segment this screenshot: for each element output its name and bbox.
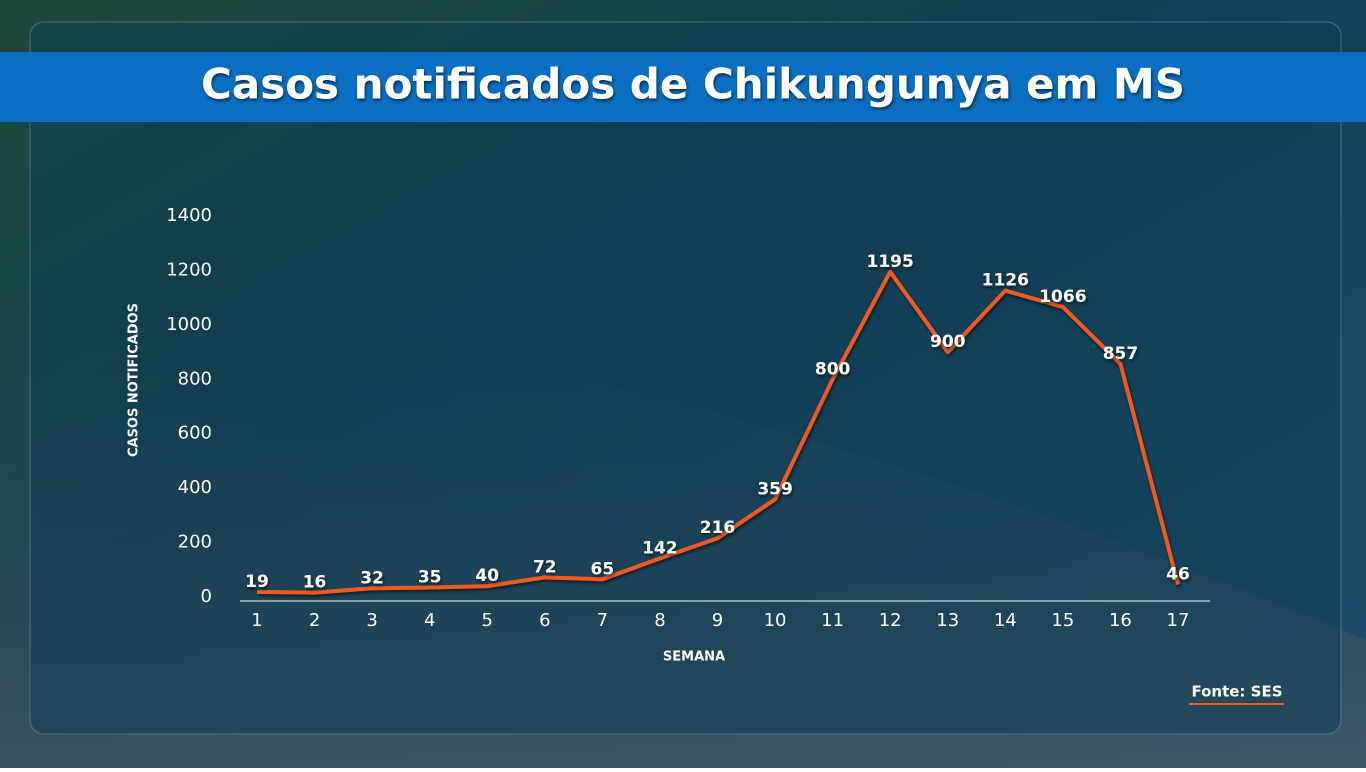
y-axis-label: CASOS NOTIFICADOS — [127, 303, 142, 457]
x-tick-label: 6 — [539, 610, 550, 631]
data-label: 1126 — [982, 271, 1029, 291]
data-label: 900 — [930, 332, 966, 352]
y-tick-label: 200 — [178, 532, 212, 553]
y-tick-label: 0 — [201, 586, 212, 607]
x-tick-label: 13 — [936, 610, 959, 631]
data-label: 359 — [757, 479, 793, 499]
y-tick-label: 600 — [178, 423, 212, 444]
data-label: 32 — [360, 568, 384, 588]
data-label: 40 — [475, 566, 499, 586]
data-line — [256, 269, 1180, 595]
panel — [29, 21, 1342, 735]
title-bar — [0, 52, 1366, 122]
y-tick-label: 800 — [178, 368, 212, 389]
x-tick-label: 9 — [712, 610, 723, 631]
x-tick-label: 5 — [482, 610, 493, 631]
x-tick-label: 14 — [994, 610, 1017, 631]
data-label: 1195 — [867, 252, 914, 272]
data-label: 65 — [591, 559, 615, 579]
y-tick-label: 1000 — [166, 314, 212, 335]
x-tick-label: 4 — [424, 610, 435, 631]
background-shape — [0, 290, 1366, 768]
x-tick-label: 8 — [654, 610, 665, 631]
x-tick-label: 1 — [251, 610, 262, 631]
y-tick-label: 1200 — [166, 259, 212, 280]
data-label: 19 — [245, 572, 269, 592]
x-tick-label: 16 — [1109, 610, 1132, 631]
x-tick-label: 17 — [1167, 610, 1190, 631]
data-label: 1066 — [1039, 287, 1086, 307]
data-label: 35 — [418, 567, 442, 587]
data-label: 142 — [642, 538, 678, 558]
x-tick-label: 15 — [1051, 610, 1074, 631]
data-label: 72 — [533, 557, 557, 577]
chart-title: Casos notificados de Chikungunya em MS — [201, 60, 1185, 109]
y-tick-label: 400 — [178, 477, 212, 498]
x-tick-label: 11 — [821, 610, 844, 631]
x-tick-label: 10 — [764, 610, 787, 631]
data-label: 800 — [815, 359, 851, 379]
source: Fonte: SES — [1191, 683, 1282, 701]
x-tick-label: 12 — [879, 610, 902, 631]
x-tick-label: 3 — [366, 610, 377, 631]
x-tick-label: 2 — [309, 610, 320, 631]
data-label: 216 — [700, 518, 736, 538]
data-label: 16 — [303, 573, 327, 593]
data-label: 857 — [1103, 344, 1139, 364]
x-axis-label: SEMANA — [663, 650, 725, 665]
x-tick-label: 7 — [597, 610, 608, 631]
y-tick-label: 1400 — [166, 205, 212, 226]
data-label: 46 — [1166, 564, 1190, 584]
